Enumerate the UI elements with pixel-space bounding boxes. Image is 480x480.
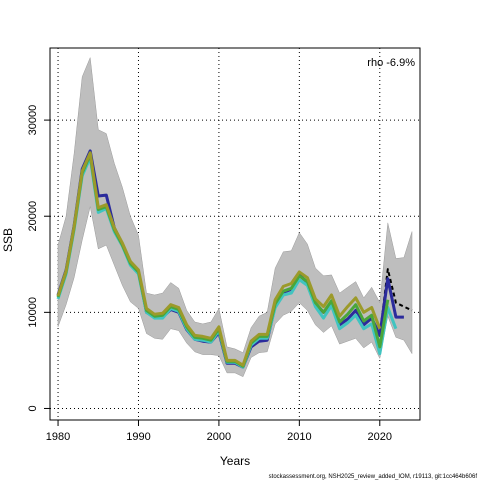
confidence-band-layer [57,56,413,378]
x-tick-label: 2020 [368,431,392,443]
plot-frame [49,47,421,421]
x-tick-label: 2000 [207,431,231,443]
footer-text: stockassessment.org, NSH2025_review_adde… [269,474,478,480]
x-axis-title: Years [220,454,250,468]
x-tick-label: 2010 [287,431,311,443]
y-tick-label: 20000 [27,201,39,232]
series-line-5 [56,151,382,367]
series-layer [56,149,413,369]
axes: 1980 1990 2000 2010 2020 0 10000 20000 30000 [27,105,392,443]
x-tick-label: 1980 [46,431,70,443]
x-tick-label: 1990 [126,431,150,443]
y-tick-label: 0 [27,405,39,411]
confidence-band [57,56,413,378]
y-tick-label: 10000 [27,297,39,328]
y-tick-label: 30000 [27,105,39,136]
rho-annotation: rho -6.9% [367,57,415,69]
y-axis-title: SSB [1,228,15,252]
